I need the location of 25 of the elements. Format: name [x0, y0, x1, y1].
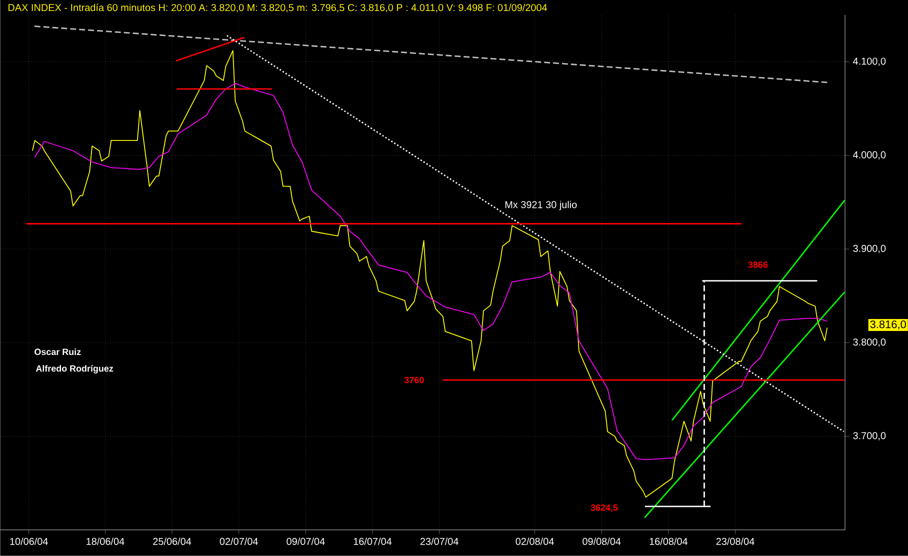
chart-title: DAX INDEX - Intradía 60 minutos H: 20:00 A: 3.820,0 M: 3.820,5 m: 3.796,5 C: 3.816,0 P : 4.011,0 V: 9.498 F: 01/09/2004: [8, 4, 548, 12]
annotation: 3760: [404, 376, 424, 384]
y-tick-label: 3.900,0: [853, 244, 886, 254]
annotation: Mx 3921 30 julio: [505, 200, 577, 210]
x-tick-label: 10/06/04: [10, 538, 48, 546]
x-tick-label: 23/08/04: [716, 538, 754, 546]
annotation: 3624,5: [590, 504, 618, 512]
y-tick-label: 4.100,0: [853, 58, 886, 66]
line-series: [34, 82, 828, 460]
x-tick-label: 25/06/04: [153, 538, 192, 546]
annotation: 3866: [748, 262, 768, 268]
annotation: Alfredo Rodríguez: [36, 365, 114, 374]
x-tick-label: 02/07/04: [220, 538, 258, 546]
x-tick-label: 23/07/04: [420, 538, 458, 546]
x-tick-label: 16/08/04: [650, 538, 688, 546]
y-tick-label: 3.800,0: [853, 338, 886, 347]
annotation: Oscar Ruiz: [34, 348, 81, 356]
x-tick-label: 16/07/04: [354, 538, 392, 546]
x-tick-label: 18/06/04: [86, 538, 124, 546]
y-tick-label: 3.700,0: [853, 432, 886, 440]
text: 3.816,0: [870, 320, 906, 330]
x-tick-label: 09/07/04: [286, 538, 325, 546]
x-tick-label: 09/08/04: [582, 538, 621, 546]
y-tick-label: 4.000,0: [853, 151, 886, 160]
x-tick-label: 02/08/04: [516, 538, 554, 546]
